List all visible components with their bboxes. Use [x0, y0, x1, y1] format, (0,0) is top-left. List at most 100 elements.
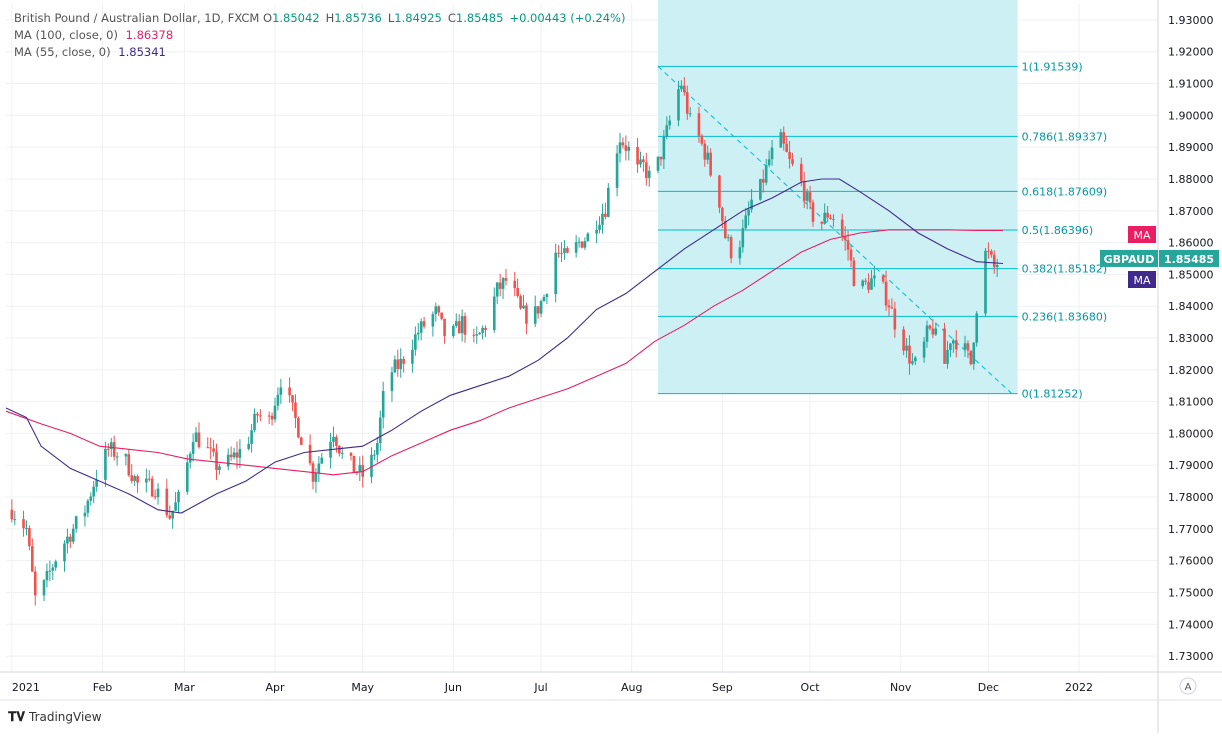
- candle-body: [513, 280, 517, 289]
- candle-body: [642, 159, 645, 163]
- candle-body: [185, 462, 189, 492]
- candle-body: [943, 328, 946, 364]
- candle-body: [373, 454, 376, 456]
- candle-body: [63, 543, 66, 562]
- candle-body: [109, 442, 113, 450]
- candle-body: [560, 253, 563, 255]
- candle-body: [212, 448, 215, 452]
- candle-body: [867, 281, 870, 290]
- y-tick-label: 1.78000: [1168, 491, 1214, 504]
- candle-body: [840, 219, 844, 237]
- candle-body: [288, 387, 291, 396]
- candle-body: [267, 415, 271, 417]
- candle-body: [902, 329, 905, 351]
- candle-body: [914, 357, 917, 362]
- candle-body: [250, 430, 253, 444]
- candle-body: [799, 163, 803, 182]
- x-tick-label: Sep: [712, 681, 733, 694]
- candle-body: [972, 342, 976, 365]
- candle-body: [759, 179, 762, 200]
- candle-body: [349, 452, 353, 456]
- candle-body: [984, 250, 987, 314]
- candle-body: [881, 275, 885, 282]
- candle-body: [28, 528, 31, 547]
- legend-ohlc-c-key: C: [447, 11, 456, 25]
- auto-scale-button[interactable]: [1179, 677, 1197, 695]
- candle-body: [723, 221, 727, 239]
- y-tick-label: 1.80000: [1168, 427, 1214, 440]
- candle-body: [536, 306, 540, 314]
- x-tick-label: Jun: [444, 681, 462, 694]
- fib-zone-rect[interactable]: [658, 0, 1018, 394]
- candle-body: [253, 413, 256, 431]
- x-tick-label: Apr: [265, 681, 285, 694]
- candle-body: [45, 571, 49, 581]
- candle-body: [376, 443, 379, 455]
- candle-body: [931, 328, 935, 335]
- candle-body: [624, 145, 628, 151]
- candle-body: [238, 448, 242, 458]
- y-tick-label: 1.88000: [1168, 173, 1214, 186]
- candle-body: [33, 571, 37, 596]
- ma55-line[interactable]: [5, 178, 1004, 514]
- candle-body: [729, 237, 733, 259]
- symbol-tag-label: GBPAUD: [1104, 253, 1155, 266]
- candle-body: [171, 510, 174, 519]
- legend-symbol-row: British Pound / Australian Dollar, 1D, F…: [14, 10, 631, 27]
- y-tick-label: 1.79000: [1168, 459, 1214, 472]
- fib-level-label: 0.618(1.87609): [1022, 185, 1108, 198]
- candle-body: [115, 456, 119, 458]
- candle-body: [785, 143, 788, 152]
- candle-body: [566, 248, 569, 253]
- candle-body: [811, 202, 815, 222]
- candle-body: [747, 209, 750, 216]
- candle-body: [396, 359, 400, 369]
- candle-body: [525, 305, 528, 324]
- candle-body: [71, 528, 75, 542]
- candle-body: [291, 395, 294, 403]
- candle-body: [668, 120, 672, 126]
- candle-body: [317, 463, 321, 474]
- x-tick-label: Aug: [621, 681, 642, 694]
- candle-body: [188, 453, 192, 463]
- candle-body: [133, 476, 136, 481]
- x-tick-label: Mar: [174, 681, 195, 694]
- candle-body: [22, 519, 25, 529]
- candle-body: [495, 282, 499, 297]
- candle-body: [156, 488, 160, 498]
- candle-body: [963, 343, 967, 350]
- candle-body: [987, 250, 990, 252]
- y-tick-label: 1.85000: [1168, 268, 1214, 281]
- legend-ma100-row[interactable]: MA (100, close, 0) 1.86378: [14, 27, 631, 44]
- price-tags: MA GBPAUD 1.85485 MA: [1100, 226, 1219, 288]
- candle-body: [952, 340, 955, 344]
- candle-body: [340, 452, 344, 454]
- candle-body: [440, 312, 443, 319]
- candle-body: [791, 159, 794, 164]
- x-tick-label: Dec: [978, 681, 999, 694]
- candle-body: [460, 316, 464, 334]
- ma100-line[interactable]: [5, 229, 1003, 476]
- candle-body: [83, 512, 87, 517]
- candle-body: [636, 146, 639, 165]
- candle-body: [463, 316, 467, 335]
- candle-body: [30, 546, 34, 572]
- ma55-tag-label: MA: [1133, 274, 1150, 287]
- candle-body: [411, 349, 414, 364]
- candle-body: [545, 294, 549, 298]
- auto-scale-label: A: [1185, 682, 1192, 693]
- candle-body: [147, 478, 151, 480]
- candle-body: [74, 516, 78, 529]
- candle-body: [873, 275, 876, 279]
- candle-body: [361, 465, 365, 477]
- tradingview-logo[interactable]: 𝐓𝐕 TradingView: [8, 710, 102, 725]
- candle-body: [104, 448, 107, 480]
- candle-body: [124, 454, 128, 457]
- legend-ma55-row[interactable]: MA (55, close, 0) 1.85341: [14, 44, 631, 61]
- candle-body: [51, 567, 55, 571]
- candle-body: [647, 170, 651, 178]
- y-tick-label: 1.91000: [1168, 78, 1214, 91]
- y-tick-label: 1.84000: [1168, 300, 1214, 313]
